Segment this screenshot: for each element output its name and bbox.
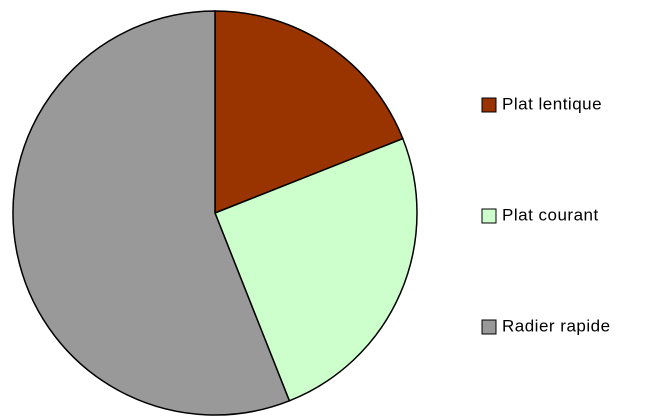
legend-label: Plat courant: [502, 205, 599, 224]
legend-label: Radier rapide: [502, 316, 611, 335]
pie-slice: [214, 137, 418, 402]
legend-swatch: [481, 208, 497, 224]
pie-slice: [214, 10, 404, 215]
legend-swatch: [481, 319, 497, 335]
legend-swatch: [481, 97, 497, 113]
pie-slice: [12, 10, 291, 416]
legend-label: Plat lentique: [502, 94, 602, 113]
